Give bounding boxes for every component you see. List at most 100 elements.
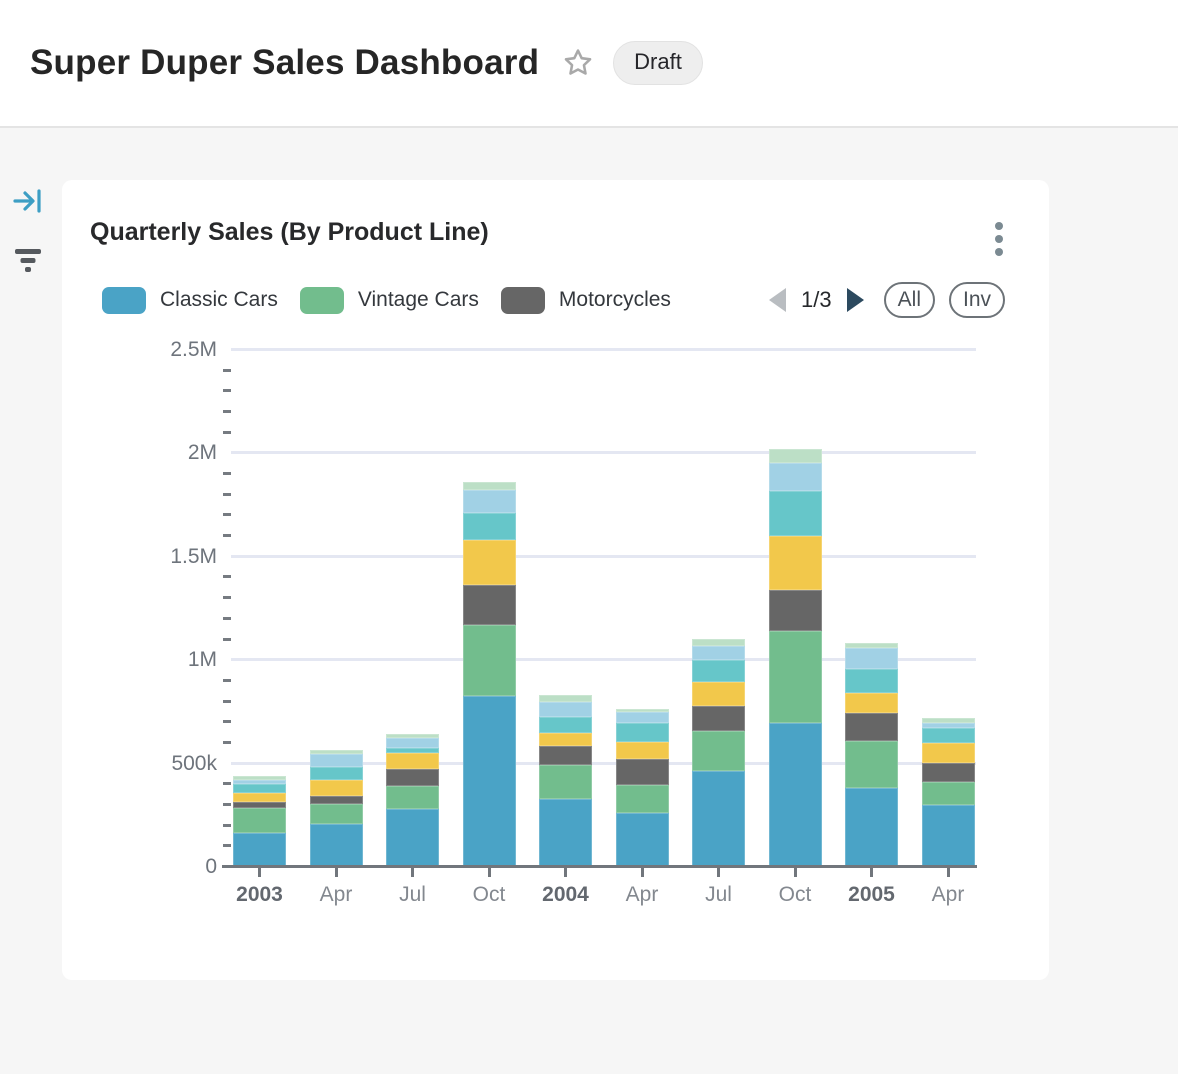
- bar-segment-yellow[interactable]: [692, 681, 745, 706]
- bar-segment-light-blue[interactable]: [233, 780, 286, 785]
- bar-segment-yellow[interactable]: [845, 693, 898, 713]
- bar-segment-green[interactable]: [386, 786, 439, 810]
- bar-segment-green[interactable]: [539, 764, 592, 799]
- bar-segment-light-blue[interactable]: [615, 711, 669, 724]
- bar-apr-9[interactable]: [921, 718, 975, 867]
- bar-segment-blue[interactable]: [462, 696, 516, 867]
- bar-segment-light-blue[interactable]: [539, 701, 592, 718]
- bar-segment-yellow[interactable]: [615, 741, 669, 760]
- bar-jul-6[interactable]: [692, 638, 745, 867]
- bar-segment-green[interactable]: [692, 730, 745, 771]
- bar-segment-teal[interactable]: [309, 766, 363, 781]
- collapse-panel-icon[interactable]: [12, 186, 48, 221]
- bar-segment-light-green[interactable]: [692, 638, 745, 646]
- bar-segment-blue[interactable]: [539, 798, 592, 867]
- bar-segment-teal[interactable]: [462, 513, 516, 541]
- bar-segment-green[interactable]: [233, 808, 286, 833]
- bar-segment-yellow[interactable]: [233, 792, 286, 802]
- bar-segment-light-blue[interactable]: [462, 489, 516, 514]
- bar-segment-blue[interactable]: [921, 804, 975, 867]
- bar-segment-dark-gray[interactable]: [921, 762, 975, 783]
- bar-segment-dark-gray[interactable]: [309, 795, 363, 804]
- kebab-menu-icon[interactable]: [989, 220, 1009, 258]
- bar-segment-light-green[interactable]: [386, 733, 439, 738]
- bar-segment-light-blue[interactable]: [386, 737, 439, 749]
- bar-segment-green[interactable]: [309, 803, 363, 824]
- legend-item-motorcycles[interactable]: Motorcycles: [500, 286, 671, 314]
- bar-segment-yellow[interactable]: [386, 753, 439, 769]
- bar-segment-blue[interactable]: [386, 809, 439, 867]
- bar-segment-green[interactable]: [845, 740, 898, 789]
- bar-segment-teal[interactable]: [692, 660, 745, 682]
- bar-segment-dark-gray[interactable]: [233, 801, 286, 809]
- x-axis-line: [222, 865, 977, 868]
- bar-segment-yellow[interactable]: [539, 732, 592, 747]
- bar-segment-blue[interactable]: [233, 832, 286, 867]
- bar-segment-green[interactable]: [768, 631, 822, 724]
- bar-segment-blue[interactable]: [309, 823, 363, 867]
- bar-apr-5[interactable]: [615, 708, 669, 867]
- x-tick: [564, 868, 567, 877]
- x-axis-labels: 2003 Apr Jul Oct 2004 Apr Jul Oct 2005 Apr: [231, 883, 976, 913]
- bar-segment-yellow[interactable]: [768, 536, 822, 590]
- bar-segment-teal[interactable]: [386, 748, 439, 754]
- x-tick: [717, 868, 720, 877]
- bar-2004-4[interactable]: [539, 695, 592, 867]
- bar-segment-dark-gray[interactable]: [768, 589, 822, 632]
- bar-segment-dark-gray[interactable]: [845, 712, 898, 741]
- bar-2003-0[interactable]: [233, 776, 286, 867]
- bar-segment-blue[interactable]: [768, 723, 822, 867]
- legend-inv-button[interactable]: Inv: [948, 282, 1005, 318]
- bar-segment-teal[interactable]: [768, 490, 822, 537]
- favorite-star-icon[interactable]: [561, 46, 595, 80]
- bar-segment-light-green[interactable]: [921, 718, 975, 724]
- y-minor-tick: [223, 740, 231, 744]
- bar-segment-light-blue[interactable]: [768, 462, 822, 491]
- bar-segment-yellow[interactable]: [462, 540, 516, 585]
- bar-segment-dark-gray[interactable]: [692, 705, 745, 731]
- bar-segment-light-green[interactable]: [233, 776, 286, 781]
- legend-next-page-icon[interactable]: [846, 288, 864, 312]
- x-tick-label: 2003: [236, 883, 283, 906]
- bar-segment-light-green[interactable]: [615, 708, 669, 712]
- legend-item-vintage-cars[interactable]: Vintage Cars: [299, 286, 479, 314]
- bar-segment-dark-gray[interactable]: [462, 584, 516, 626]
- bar-segment-yellow[interactable]: [309, 780, 363, 796]
- legend-prev-page-icon[interactable]: [769, 288, 787, 312]
- y-minor-tick: [223, 616, 231, 620]
- bar-segment-green[interactable]: [462, 625, 516, 697]
- bar-segment-light-green[interactable]: [462, 482, 516, 490]
- y-minor-tick: [223, 534, 231, 538]
- bar-segment-green[interactable]: [615, 785, 669, 814]
- bar-segment-teal[interactable]: [615, 723, 669, 742]
- bar-segment-light-blue[interactable]: [309, 754, 363, 767]
- bar-segment-green[interactable]: [921, 782, 975, 805]
- bar-oct-7[interactable]: [768, 449, 822, 867]
- bar-segment-teal[interactable]: [845, 668, 898, 694]
- bar-segment-teal[interactable]: [539, 717, 592, 733]
- bar-segment-dark-gray[interactable]: [386, 768, 439, 787]
- bar-segment-teal[interactable]: [233, 784, 286, 793]
- bar-oct-3[interactable]: [462, 482, 516, 867]
- bar-segment-yellow[interactable]: [921, 742, 975, 763]
- y-minor-tick: [223, 410, 231, 414]
- filter-icon[interactable]: [13, 247, 43, 273]
- bar-segment-light-blue[interactable]: [921, 723, 975, 729]
- bar-segment-light-green[interactable]: [309, 750, 363, 755]
- bar-jul-2[interactable]: [386, 733, 439, 867]
- bar-segment-light-blue[interactable]: [692, 645, 745, 661]
- bar-segment-light-green[interactable]: [768, 449, 822, 463]
- legend-all-button[interactable]: All: [883, 282, 935, 318]
- bar-segment-dark-gray[interactable]: [615, 759, 669, 786]
- bar-segment-light-green[interactable]: [845, 642, 898, 648]
- bar-segment-blue[interactable]: [692, 770, 745, 867]
- bar-segment-teal[interactable]: [921, 728, 975, 743]
- bar-segment-light-blue[interactable]: [845, 647, 898, 669]
- bar-segment-dark-gray[interactable]: [539, 746, 592, 765]
- legend-item-classic-cars[interactable]: Classic Cars: [102, 286, 278, 314]
- bar-2005-8[interactable]: [845, 642, 898, 867]
- bar-segment-blue[interactable]: [845, 788, 898, 867]
- bar-segment-blue[interactable]: [615, 813, 669, 867]
- bar-segment-light-green[interactable]: [539, 695, 592, 702]
- bar-apr-1[interactable]: [309, 750, 363, 867]
